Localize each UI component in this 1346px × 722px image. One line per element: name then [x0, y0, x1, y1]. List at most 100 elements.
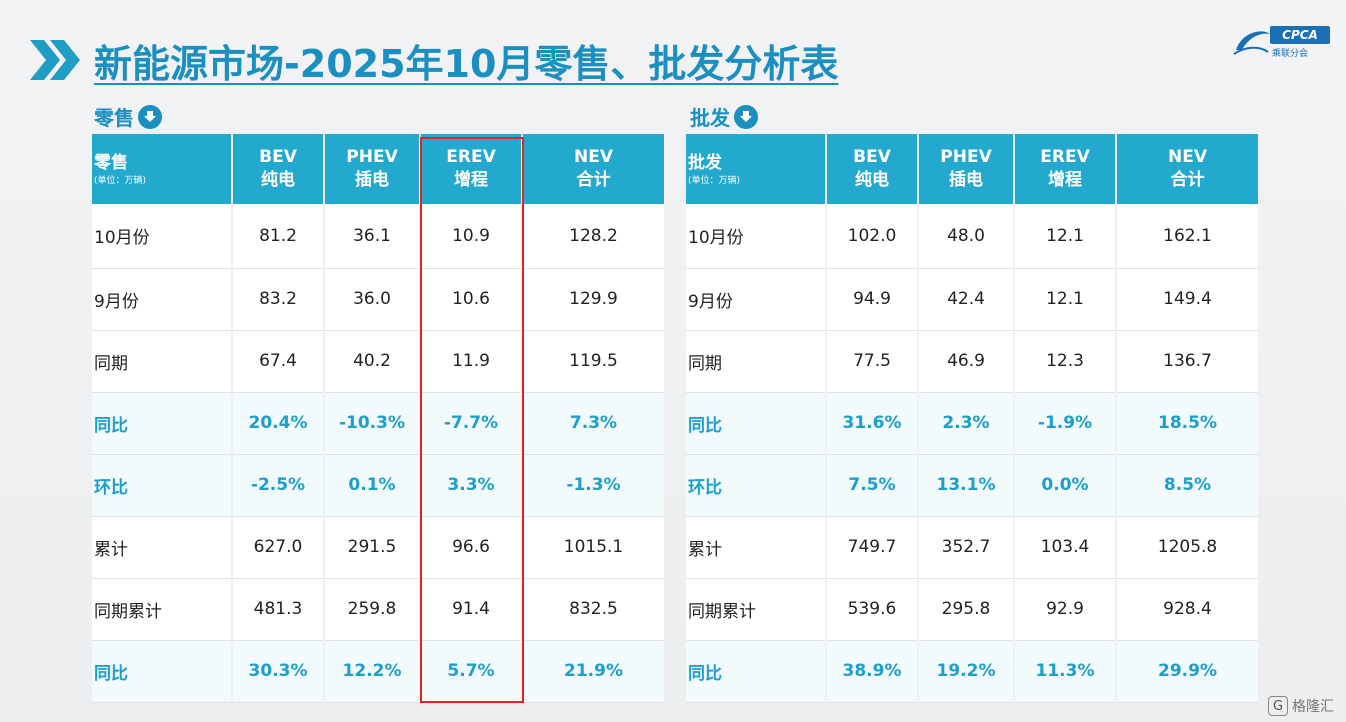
table-cell: -7.7% — [420, 392, 523, 455]
table-cell: 1015.1 — [522, 516, 664, 579]
header-line1: BEV — [259, 147, 297, 167]
page-title: 新能源市场-2025年10月零售、批发分析表 — [94, 41, 839, 86]
table-cell: 10.9 — [420, 204, 523, 269]
table-cell: 5.7% — [420, 640, 523, 703]
table-cell: 29.9% — [1116, 640, 1258, 703]
row-label: 同期累计 — [92, 578, 233, 641]
header-line2: 插电 — [949, 170, 983, 190]
wholesale-section-text: 批发 — [690, 106, 730, 130]
table-row: 环比 7.5% 13.1% 0.0% 8.5% — [686, 454, 1258, 517]
wholesale-section-label: 批发 — [690, 102, 758, 131]
table-cell: 3.3% — [420, 454, 523, 517]
table-cell: -1.3% — [522, 454, 664, 517]
table-cell: 12.2% — [324, 640, 421, 703]
table-cell: 12.1 — [1014, 268, 1117, 331]
table-row: 同比 38.9% 19.2% 11.3% 29.9% — [686, 640, 1258, 703]
header-cell: NEV 合计 — [522, 134, 664, 204]
row-label: 同期累计 — [686, 578, 827, 641]
table-row: 同比 20.4% -10.3% -7.7% 7.3% — [92, 392, 664, 455]
table-cell: 928.4 — [1116, 578, 1258, 641]
watermark: G 格隆汇 — [1268, 696, 1334, 716]
header-line2: 增程 — [454, 170, 488, 190]
table-cell: 119.5 — [522, 330, 664, 393]
table-row: 同比 30.3% 12.2% 5.7% 21.9% — [92, 640, 664, 703]
header-cell-label: 批发 (单位：万辆) — [686, 134, 827, 204]
retail-section-text: 零售 — [94, 106, 134, 130]
table-cell: -1.9% — [1014, 392, 1117, 455]
table-cell: 81.2 — [232, 204, 325, 269]
table-cell: 96.6 — [420, 516, 523, 579]
table-cell: 102.0 — [826, 204, 919, 269]
header-line2: 纯电 — [261, 170, 295, 190]
row-label: 同期 — [686, 330, 827, 393]
row-label: 环比 — [686, 454, 827, 517]
table-row: 同期 67.4 40.2 11.9 119.5 — [92, 330, 664, 393]
table-cell: 162.1 — [1116, 204, 1258, 269]
table-cell: 291.5 — [324, 516, 421, 579]
header-cell: BEV 纯电 — [826, 134, 919, 204]
row-label: 9月份 — [686, 268, 827, 331]
table-cell: 481.3 — [232, 578, 325, 641]
table-cell: 259.8 — [324, 578, 421, 641]
row-label: 累计 — [686, 516, 827, 579]
table-cell: 38.9% — [826, 640, 919, 703]
table-header-row: 批发 (单位：万辆) BEV 纯电 PHEV 插电 EREV 增程 NEV 合计 — [686, 134, 1258, 204]
row-label: 同比 — [92, 640, 233, 703]
table-cell: -2.5% — [232, 454, 325, 517]
table-cell: 91.4 — [420, 578, 523, 641]
table-row: 同期 77.5 46.9 12.3 136.7 — [686, 330, 1258, 393]
cpca-logo: CPCA 乘联分会 — [1232, 24, 1332, 60]
table-cell: 31.6% — [826, 392, 919, 455]
chevron-icon — [30, 38, 82, 82]
table-cell: 832.5 — [522, 578, 664, 641]
table-row: 同期累计 481.3 259.8 91.4 832.5 — [92, 578, 664, 641]
retail-table: 零售 (单位：万辆) BEV 纯电 PHEV 插电 EREV 增程 NEV 合计 10月份 81.2… — [92, 134, 664, 703]
header-cell: EREV 增程 — [420, 134, 523, 204]
table-row: 累计 749.7 352.7 103.4 1205.8 — [686, 516, 1258, 579]
header-cell: PHEV 插电 — [324, 134, 421, 204]
table-cell: 46.9 — [918, 330, 1015, 393]
table-cell: 0.0% — [1014, 454, 1117, 517]
watermark-icon: G — [1268, 696, 1288, 716]
header-line1: PHEV — [346, 147, 398, 167]
header-cell: NEV 合计 — [1116, 134, 1258, 204]
table-cell: 11.3% — [1014, 640, 1117, 703]
table-cell: 10.6 — [420, 268, 523, 331]
table-cell: 92.9 — [1014, 578, 1117, 641]
row-label: 9月份 — [92, 268, 233, 331]
row-label: 累计 — [92, 516, 233, 579]
table-cell: 21.9% — [522, 640, 664, 703]
table-cell: 36.0 — [324, 268, 421, 331]
table-cell: 7.5% — [826, 454, 919, 517]
table-cell: 149.4 — [1116, 268, 1258, 331]
header-line2: 纯电 — [855, 170, 889, 190]
table-cell: 19.2% — [918, 640, 1015, 703]
table-cell: 129.9 — [522, 268, 664, 331]
table-cell: 18.5% — [1116, 392, 1258, 455]
table-row: 环比 -2.5% 0.1% 3.3% -1.3% — [92, 454, 664, 517]
header-line2: 插电 — [355, 170, 389, 190]
row-label: 同比 — [686, 392, 827, 455]
table-header-row: 零售 (单位：万辆) BEV 纯电 PHEV 插电 EREV 增程 NEV 合计 — [92, 134, 664, 204]
table-cell: 11.9 — [420, 330, 523, 393]
table-cell: 40.2 — [324, 330, 421, 393]
retail-section-label: 零售 — [94, 102, 162, 131]
table-cell: 749.7 — [826, 516, 919, 579]
title-row: 新能源市场-2025年10月零售、批发分析表 — [30, 30, 838, 90]
header-cell: BEV 纯电 — [232, 134, 325, 204]
table-row: 9月份 94.9 42.4 12.1 149.4 — [686, 268, 1258, 331]
table-row: 累计 627.0 291.5 96.6 1015.1 — [92, 516, 664, 579]
header-line2: 合计 — [1170, 170, 1205, 190]
logo-sub: 乘联分会 — [1272, 49, 1309, 59]
table-cell: 48.0 — [918, 204, 1015, 269]
table-cell: 77.5 — [826, 330, 919, 393]
table-row: 10月份 81.2 36.1 10.9 128.2 — [92, 204, 664, 269]
table-cell: 0.1% — [324, 454, 421, 517]
table-cell: 42.4 — [918, 268, 1015, 331]
table-row: 同比 31.6% 2.3% -1.9% 18.5% — [686, 392, 1258, 455]
wholesale-table: 批发 (单位：万辆) BEV 纯电 PHEV 插电 EREV 增程 NEV 合计 10月份 102.… — [686, 134, 1258, 703]
header-cell: EREV 增程 — [1014, 134, 1117, 204]
row-label: 环比 — [92, 454, 233, 517]
table-cell: 30.3% — [232, 640, 325, 703]
table-row: 9月份 83.2 36.0 10.6 129.9 — [92, 268, 664, 331]
